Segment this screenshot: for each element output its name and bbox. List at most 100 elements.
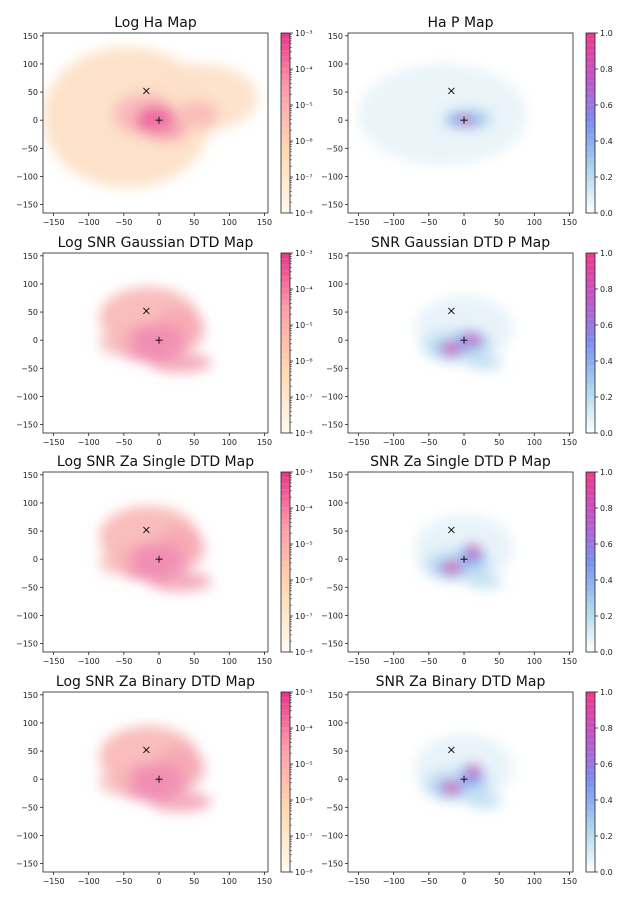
x-tick-label: 50 xyxy=(189,438,199,447)
x-tick-label: 100 xyxy=(222,438,237,447)
y-tick-label: −50 xyxy=(21,803,38,812)
colorbar-tick-label: 0.4 xyxy=(600,576,613,585)
density-blob xyxy=(467,355,503,370)
density-blob xyxy=(99,330,135,356)
colorbar-tick-label: 0.0 xyxy=(600,868,613,877)
colorbar: 10⁻³ 10⁻⁴ 10⁻⁵ 10⁻⁶ 10⁻⁷ 10⁻⁸ xyxy=(280,249,313,438)
plus-marker xyxy=(155,555,163,563)
density-blob xyxy=(176,100,219,129)
y-tick-label: −50 xyxy=(326,364,343,373)
plus-marker xyxy=(460,336,468,344)
y-tick-label: −150 xyxy=(321,640,343,649)
colorbar-tick-label: 1.0 xyxy=(600,249,613,258)
chart-title: SNR Za Binary DTD Map xyxy=(376,674,546,690)
colorbar-frame xyxy=(280,252,291,434)
colorbar-tick-label: 10⁻³ xyxy=(295,29,313,38)
colorbar-tick-label: 1.0 xyxy=(600,468,613,477)
x-tick-label: −50 xyxy=(115,218,132,227)
y-tick-label: −100 xyxy=(321,392,343,401)
y-tick-label: −50 xyxy=(326,803,343,812)
y-tick-label: 150 xyxy=(23,691,38,700)
chart-title: SNR Gaussian DTD P Map xyxy=(371,235,550,251)
y-tick-label: 0 xyxy=(33,116,38,125)
heatmap-field xyxy=(99,505,212,592)
x-tick-label: 100 xyxy=(527,438,542,447)
colorbar-tick-label: 10⁻⁴ xyxy=(295,724,313,733)
colorbar-frame xyxy=(280,471,291,653)
colorbar-tick-label: 0.4 xyxy=(600,796,613,805)
x-tick-label: −150 xyxy=(43,438,65,447)
colorbar-tick-label: 10⁻³ xyxy=(295,468,313,477)
y-tick-label: 150 xyxy=(23,32,38,41)
x-tick-label: −50 xyxy=(115,438,132,447)
colorbar: 10⁻³ 10⁻⁴ 10⁻⁵ 10⁻⁶ 10⁻⁷ 10⁻⁸ xyxy=(280,688,313,877)
colorbar-gradient xyxy=(281,253,290,433)
x-tick-label: −50 xyxy=(420,877,437,886)
y-tick-label: 50 xyxy=(333,747,343,756)
x-tick-label: 50 xyxy=(494,218,504,227)
colorbar-tick-label: 0.8 xyxy=(600,285,613,294)
y-tick-label: −100 xyxy=(16,172,38,181)
x-tick-label: 150 xyxy=(562,438,577,447)
chart-panel: Log SNR Gaussian DTD Map −150 −100 −50 0 50 10… xyxy=(16,235,313,447)
y-tick-label: −150 xyxy=(321,421,343,430)
x-tick-label: 50 xyxy=(189,657,199,666)
chart-panel: Log SNR Za Binary DTD Map −150 −100 −50 0 50 1… xyxy=(16,674,313,886)
plus-marker xyxy=(460,775,468,783)
y-tick-label: 150 xyxy=(23,252,38,261)
y-tick-label: 100 xyxy=(328,499,343,508)
y-tick-label: −50 xyxy=(21,364,38,373)
x-marker xyxy=(448,746,455,754)
colorbar-tick-label: 10⁻⁶ xyxy=(295,576,313,585)
x-tick-label: −100 xyxy=(383,657,405,666)
plot-frame xyxy=(347,691,574,873)
y-tick-label: −150 xyxy=(321,860,343,869)
colorbar-tick-label: 0.4 xyxy=(600,137,613,146)
density-blob xyxy=(99,549,135,575)
x-tick-label: 0 xyxy=(156,657,161,666)
y-tick-label: 50 xyxy=(28,527,38,536)
y-tick-label: 150 xyxy=(328,32,343,41)
colorbar-gradient xyxy=(586,253,595,433)
x-tick-label: 100 xyxy=(527,877,542,886)
colorbar: 1.0 0.8 0.6 0.4 0.2 0.0 xyxy=(585,249,613,438)
plot-frame xyxy=(42,32,269,214)
x-marker xyxy=(448,307,455,315)
y-tick-label: 100 xyxy=(23,280,38,289)
density-blob xyxy=(99,769,135,795)
heatmap-field xyxy=(358,63,528,166)
y-tick-label: −150 xyxy=(16,201,38,210)
y-tick-label: −100 xyxy=(16,831,38,840)
colorbar-tick-label: 10⁻⁴ xyxy=(295,65,313,74)
colorbar-frame xyxy=(585,471,596,653)
chart-title: Ha P Map xyxy=(428,15,494,31)
density-blob xyxy=(468,765,480,777)
density-blob xyxy=(123,542,188,582)
x-tick-label: 50 xyxy=(494,877,504,886)
x-tick-label: 0 xyxy=(156,877,161,886)
colorbar-tick-label: 1.0 xyxy=(600,29,613,38)
density-blob xyxy=(443,343,460,354)
colorbar-tick-label: 10⁻⁵ xyxy=(295,101,313,110)
colorbar-tick-label: 10⁻⁷ xyxy=(295,612,313,621)
x-tick-label: 150 xyxy=(257,438,272,447)
x-tick-label: 0 xyxy=(156,438,161,447)
colorbar-tick-label: 0.6 xyxy=(600,540,613,549)
plus-marker xyxy=(155,775,163,783)
plot-frame xyxy=(347,471,574,653)
x-tick-label: −150 xyxy=(43,877,65,886)
colorbar-tick-label: 0.2 xyxy=(600,173,613,182)
x-tick-label: 150 xyxy=(562,657,577,666)
y-tick-label: 150 xyxy=(328,252,343,261)
y-tick-label: −100 xyxy=(321,831,343,840)
x-tick-label: −150 xyxy=(348,438,370,447)
colorbar: 1.0 0.8 0.6 0.4 0.2 0.0 xyxy=(585,29,613,218)
density-blob xyxy=(467,794,503,809)
colorbar-tick-label: 10⁻⁴ xyxy=(295,285,313,294)
x-tick-label: −50 xyxy=(420,657,437,666)
y-tick-label: 100 xyxy=(328,60,343,69)
x-tick-label: 50 xyxy=(189,218,199,227)
chart-panel: Ha P Map −150 −100 −50 0 50 100 150 150 100 50 0 −50… xyxy=(321,15,613,227)
y-tick-label: −50 xyxy=(326,583,343,592)
y-tick-label: 150 xyxy=(23,471,38,480)
